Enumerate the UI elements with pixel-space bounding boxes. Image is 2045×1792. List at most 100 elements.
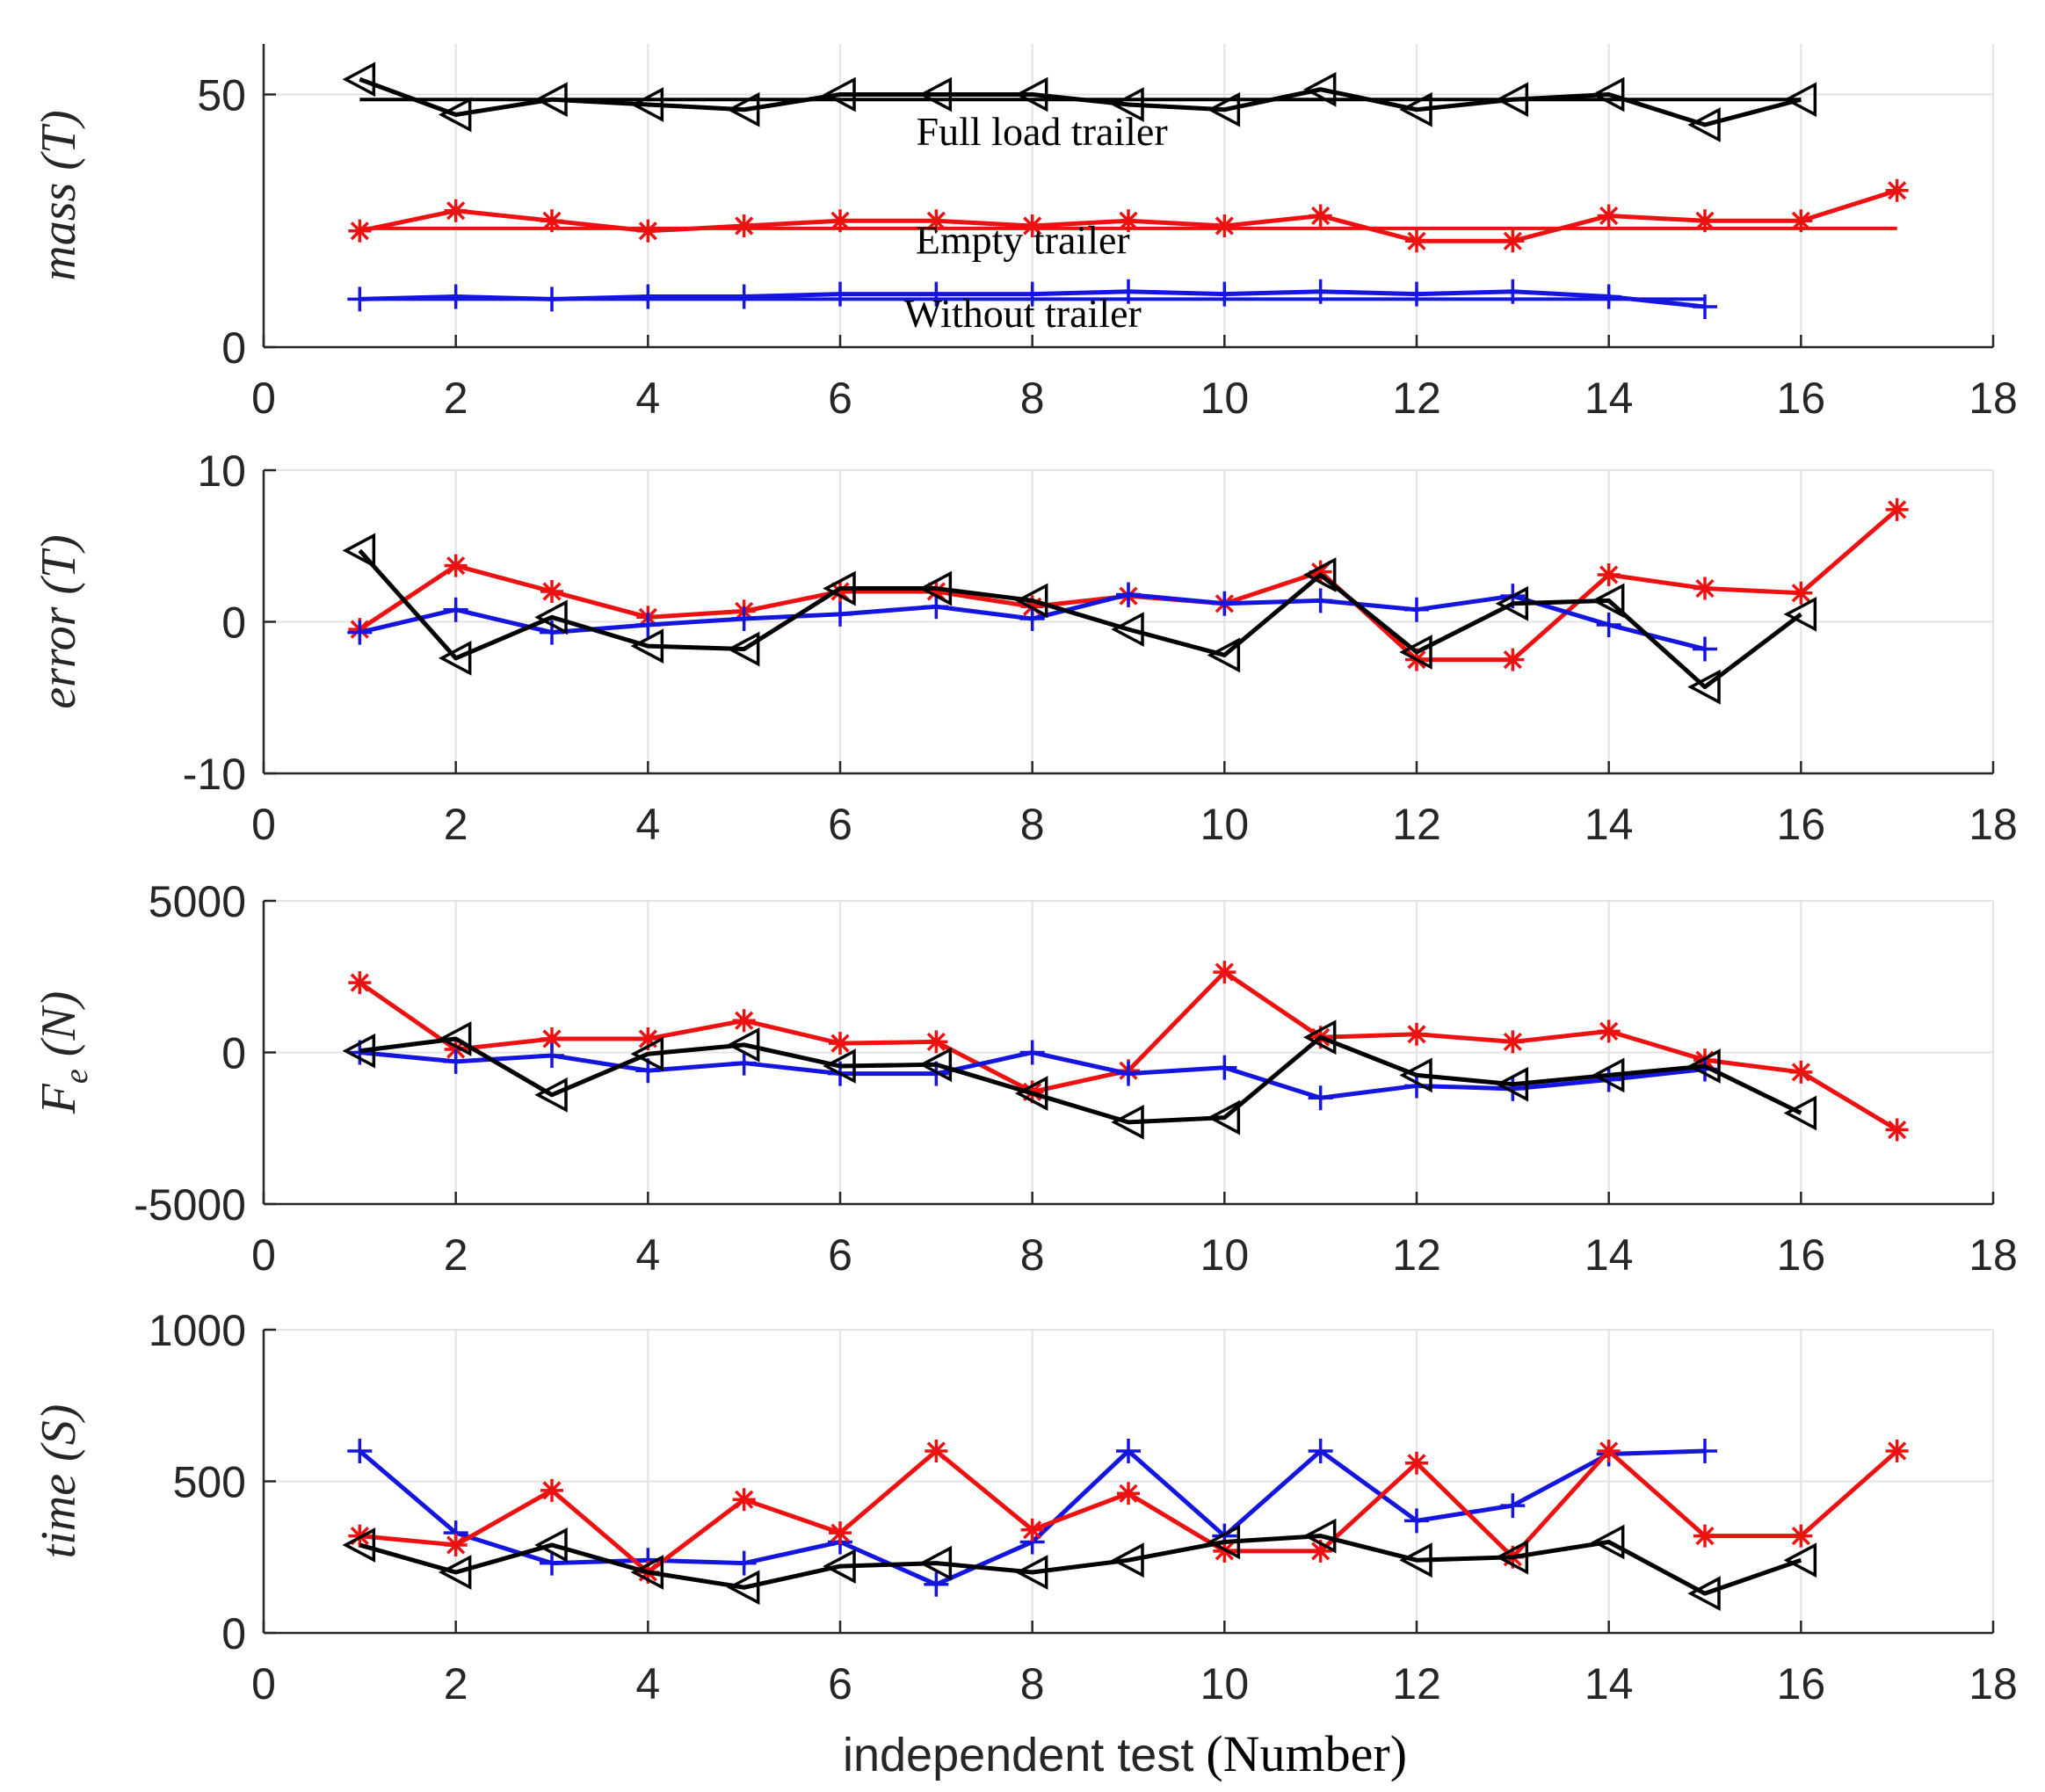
data-point-asterisk	[636, 219, 660, 243]
data-point-asterisk	[1597, 1019, 1621, 1043]
data-point-asterisk	[925, 209, 948, 233]
y-axis-label: time (S)	[32, 1404, 86, 1559]
data-point-asterisk	[444, 554, 468, 577]
data-point-asterisk	[444, 199, 468, 222]
data-point-asterisk	[1405, 1022, 1428, 1046]
data-point-asterisk	[925, 580, 948, 603]
data-point-triangle	[1687, 669, 1721, 705]
data-point-triangle	[1783, 1542, 1817, 1578]
data-point-asterisk	[540, 1027, 563, 1050]
data-point-triangle	[1591, 76, 1625, 112]
data-point-triangle	[342, 62, 376, 98]
x-tick-label: 2	[444, 800, 468, 849]
series-full-load-trailer	[342, 533, 1817, 705]
data-point-asterisk	[732, 1488, 756, 1512]
data-point-triangle	[1207, 1524, 1241, 1560]
data-point-plus	[347, 620, 373, 645]
data-point-plus	[1308, 588, 1333, 613]
data-point-asterisk	[1693, 577, 1716, 600]
data-point-asterisk	[1885, 178, 1909, 202]
data-point-asterisk	[732, 1009, 756, 1033]
data-point-triangle	[1495, 585, 1529, 621]
data-point-triangle	[534, 1077, 568, 1113]
data-point-asterisk	[540, 209, 563, 233]
data-point-triangle	[1591, 1524, 1625, 1560]
data-point-plus	[1308, 1439, 1333, 1463]
data-point-plus	[828, 281, 852, 307]
data-point-triangle	[1207, 91, 1241, 127]
x-tick-label: 16	[1777, 1659, 1826, 1709]
data-point-plus	[1404, 281, 1429, 307]
x-tick-label: 18	[1969, 800, 2018, 849]
data-point-asterisk	[540, 1478, 563, 1502]
x-tick-label: 0	[251, 374, 276, 423]
y-tick-label: 500	[173, 1458, 246, 1507]
y-axis-label: error (T)	[32, 534, 86, 709]
x-tick-label: 6	[828, 374, 852, 423]
data-point-plus	[828, 601, 852, 627]
data-point-triangle	[342, 1033, 376, 1069]
data-point-triangle	[534, 1527, 568, 1563]
series-empty-trailer	[348, 1440, 1909, 1584]
data-point-asterisk	[829, 580, 852, 603]
data-point-plus	[540, 1042, 564, 1068]
data-point-triangle	[342, 1527, 376, 1563]
y-axis-label-subscript: e	[58, 1069, 95, 1084]
data-point-triangle	[1783, 82, 1817, 118]
y-tick-label: 1000	[149, 1306, 246, 1355]
x-tick-label: 16	[1777, 374, 1826, 423]
data-point-triangle	[1014, 76, 1048, 112]
data-point-plus	[1693, 636, 1717, 662]
data-point-triangle	[1302, 71, 1337, 107]
data-point-triangle	[1687, 107, 1721, 142]
series-line	[358, 548, 1802, 690]
data-point-asterisk	[1693, 1524, 1716, 1548]
data-point-asterisk	[1885, 497, 1909, 521]
data-point-asterisk	[1597, 563, 1621, 587]
data-point-triangle	[438, 1555, 472, 1590]
x-tick-label: 12	[1392, 1659, 1441, 1709]
x-axis-label-unit: (Number)	[1206, 1725, 1407, 1782]
x-tick-label: 2	[444, 1230, 468, 1280]
x-tick-label: 4	[635, 1230, 660, 1280]
data-point-asterisk	[1309, 560, 1332, 584]
data-point-triangle	[726, 1027, 760, 1063]
data-point-asterisk	[1309, 1539, 1332, 1563]
data-point-triangle	[1495, 1539, 1529, 1575]
data-point-asterisk	[1309, 204, 1332, 228]
y-tick-label: 0	[221, 323, 246, 373]
data-point-triangle	[1591, 583, 1625, 619]
data-point-plus	[1693, 1439, 1717, 1463]
x-axis-label-text: independent test	[843, 1729, 1193, 1781]
x-tick-label: 18	[1969, 1230, 2018, 1280]
data-point-triangle	[1111, 1104, 1144, 1140]
data-point-asterisk	[1789, 1060, 1813, 1084]
annotation-label: Empty trailer	[916, 218, 1130, 263]
data-point-asterisk	[1885, 1118, 1909, 1142]
data-point-plus	[443, 1048, 468, 1074]
data-point-plus	[1308, 1085, 1333, 1111]
data-point-triangle	[823, 76, 856, 112]
data-point-plus	[1116, 1439, 1141, 1463]
data-point-triangle	[823, 1549, 856, 1585]
data-point-triangle	[1687, 1048, 1721, 1084]
data-point-triangle	[1783, 596, 1817, 632]
data-point-asterisk	[1885, 1440, 1909, 1462]
plot-panel-4: 0 2 4 6 8 10 12 14 16 18 0 500 1000 time (S) independe…	[32, 1306, 2018, 1782]
series-line	[359, 1034, 1802, 1125]
data-point-asterisk	[1501, 229, 1525, 253]
data-point-plus	[924, 1571, 949, 1597]
data-point-triangle	[1399, 635, 1432, 670]
data-point-plus	[1404, 597, 1429, 622]
data-point-plus	[347, 1439, 373, 1463]
data-point-triangle	[918, 76, 953, 112]
data-point-plus	[1500, 1493, 1526, 1519]
data-point-asterisk	[1693, 209, 1716, 233]
y-tick-label: 5000	[149, 877, 246, 926]
plot-panel-1: 0 2 4 6 8 10 12 14 16 18 0 50 mass (T) Full load trai…	[32, 44, 2018, 423]
data-point-triangle	[1302, 557, 1337, 592]
x-tick-label: 4	[635, 800, 660, 849]
data-point-plus	[924, 281, 949, 307]
data-point-triangle	[1495, 1066, 1529, 1102]
